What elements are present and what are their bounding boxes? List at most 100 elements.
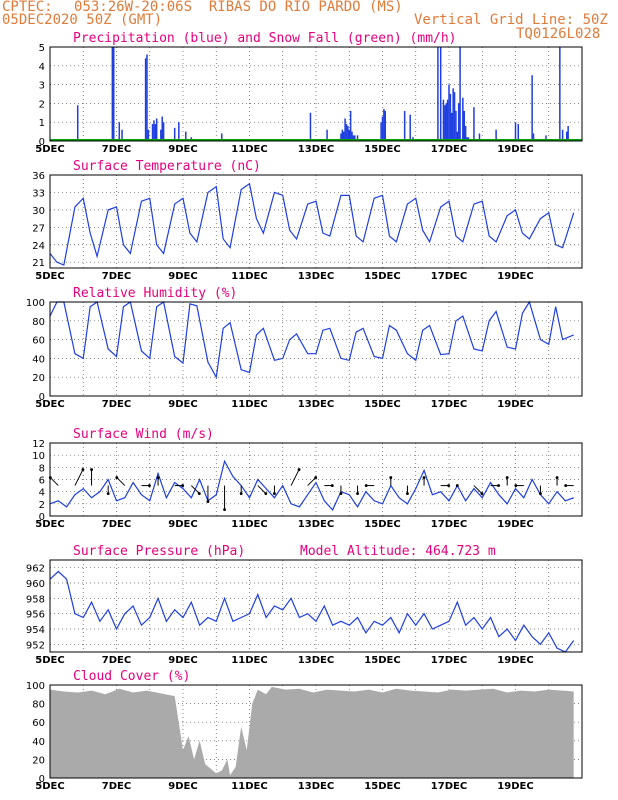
precip-bar xyxy=(162,122,165,141)
x-tick-label: 11DEC xyxy=(231,144,267,155)
x-tick-label: 11DEC xyxy=(231,519,267,530)
plot-frame xyxy=(49,46,583,142)
precip-bar xyxy=(352,135,355,141)
y-tick-label: 60 xyxy=(32,718,45,729)
y-tick-label: 8 xyxy=(39,463,45,474)
wind-vector-head xyxy=(181,484,185,487)
header-line2-left: 05DEC2020 50Z (GMT) xyxy=(2,12,163,28)
wind-vector xyxy=(74,469,84,486)
series-line xyxy=(49,570,575,653)
wind-vector xyxy=(307,477,317,486)
precip-bar xyxy=(111,47,114,141)
wind-vector-head xyxy=(555,476,559,479)
x-tick-label: 17DEC xyxy=(431,271,467,282)
y-tick-label: 27 xyxy=(32,223,45,234)
x-tick-label: 15DEC xyxy=(364,655,400,666)
wind-vector-head xyxy=(514,484,518,487)
x-tick-label: 19DEC xyxy=(497,399,533,410)
wind-vector-head xyxy=(297,468,301,471)
y-tick-label: 958 xyxy=(26,594,45,605)
precip-bar xyxy=(463,110,465,141)
panel-title: Surface Temperature (nC) xyxy=(73,159,261,174)
x-tick-label: 13DEC xyxy=(298,519,334,530)
precip-bar xyxy=(409,114,411,141)
wind-vector-head xyxy=(115,476,119,479)
panel-0: Precipitation (blue) and Snow Fall (gree… xyxy=(35,31,583,155)
wind-vector-head xyxy=(106,492,110,495)
x-tick-label: 15DEC xyxy=(364,271,400,282)
panel-title: Cloud Cover (%) xyxy=(73,669,190,684)
panel-title: Surface Pressure (hPa) xyxy=(73,544,245,559)
x-tick-label: 5DEC xyxy=(35,655,64,666)
x-tick-label: 13DEC xyxy=(298,271,334,282)
x-tick-label: 17DEC xyxy=(431,655,467,666)
wind-vector-head xyxy=(273,492,276,495)
plot-frame xyxy=(49,301,583,397)
panel-1: Surface Temperature (nC) 21 24 27 30 33 36 5DEC… xyxy=(32,159,583,282)
y-tick-label: 21 xyxy=(32,258,45,269)
precip-bar xyxy=(452,88,454,141)
x-tick-label: 5DEC xyxy=(35,399,64,410)
precip-bar xyxy=(457,103,460,141)
y-tick-label: 40 xyxy=(32,354,45,365)
panel-title: Relative Humidity (%) xyxy=(73,286,237,301)
x-tick-label: 19DEC xyxy=(497,655,533,666)
x-tick-label: 15DEC xyxy=(364,144,400,155)
precip-bar xyxy=(437,47,439,141)
x-tick-label: 17DEC xyxy=(431,781,467,792)
y-tick-label: 0 xyxy=(39,137,45,148)
wind-vector-head xyxy=(314,476,318,479)
x-tick-label: 15DEC xyxy=(364,519,400,530)
precip-bar xyxy=(345,124,348,141)
precip-bar xyxy=(221,133,223,141)
header-line2-right: Vertical Grid Line: 50Z xyxy=(414,12,608,28)
panel-title: Precipitation (blue) and Snow Fall (gree… xyxy=(73,31,457,46)
y-tick-label: 100 xyxy=(26,681,45,692)
x-tick-label: 17DEC xyxy=(431,399,467,410)
x-tick-label: 9DEC xyxy=(168,519,197,530)
precip-bar xyxy=(514,122,517,141)
cloud-cover-area xyxy=(50,686,574,778)
precip-bar xyxy=(478,133,481,141)
x-tick-label: 7DEC xyxy=(102,399,131,410)
x-tick-label: 5DEC xyxy=(35,781,64,792)
wind-vector-head xyxy=(447,484,451,487)
wind-vector-head xyxy=(239,492,243,495)
precip-bar xyxy=(531,75,533,141)
wind-vector-head xyxy=(356,492,359,495)
y-tick-label: 33 xyxy=(32,188,45,199)
precip-bar xyxy=(342,131,345,141)
x-tick-label: 17DEC xyxy=(431,144,467,155)
precip-bar xyxy=(545,135,547,141)
precip-bar xyxy=(559,47,561,141)
panel-2: Relative Humidity (%) 0 20 40 60 80 100 5DEC 7DE… xyxy=(26,286,583,410)
wind-vector xyxy=(257,485,267,494)
precip-bar xyxy=(462,97,464,141)
precip-bar xyxy=(380,122,382,141)
x-tick-label: 15DEC xyxy=(364,399,400,410)
precip-bar xyxy=(155,118,158,141)
x-tick-label: 7DEC xyxy=(102,144,131,155)
panel-5: Cloud Cover (%) 0 20 40 60 80 100 5DEC 7DEC 9DEC 1… xyxy=(26,669,583,792)
wind-vector-head xyxy=(206,500,210,503)
precip-bar xyxy=(309,112,312,141)
wind-vector-head xyxy=(364,484,368,487)
y-tick-label: 100 xyxy=(26,298,45,309)
y-tick-label: 0 xyxy=(39,392,45,403)
y-tick-label: 2 xyxy=(39,500,45,511)
wind-vector-head xyxy=(330,484,334,487)
precip-bar xyxy=(381,116,384,141)
precip-bar xyxy=(354,135,356,141)
wind-vector-head xyxy=(497,484,500,487)
wind-vector-head xyxy=(90,468,93,471)
y-tick-label: 20 xyxy=(32,755,45,766)
precip-bar xyxy=(444,105,446,141)
x-tick-label: 9DEC xyxy=(168,781,197,792)
precip-bar xyxy=(146,54,148,141)
x-tick-label: 17DEC xyxy=(431,519,467,530)
precip-bar xyxy=(473,107,475,141)
y-tick-label: 80 xyxy=(32,317,45,328)
x-tick-label: 19DEC xyxy=(497,781,533,792)
precip-bar xyxy=(456,131,459,141)
